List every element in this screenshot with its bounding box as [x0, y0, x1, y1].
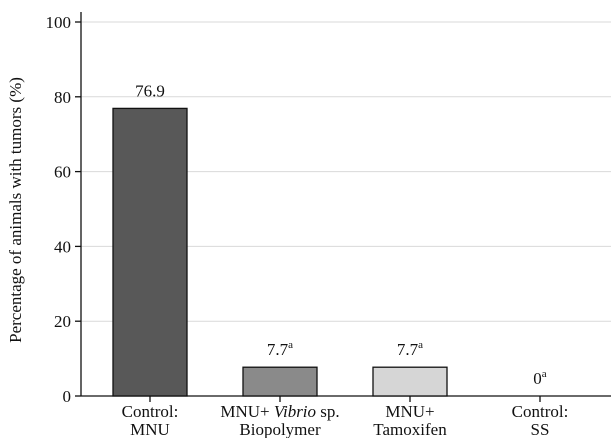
category-label: MNU [130, 420, 170, 438]
category-label: MNU+ [385, 402, 434, 421]
y-tick-label: 40 [54, 237, 71, 256]
data-label: 7.7a [397, 339, 423, 359]
data-label: 76.9 [135, 81, 165, 100]
category-label: Control: [122, 402, 179, 421]
bar [242, 366, 318, 397]
data-label-value: 7.7 [397, 340, 419, 359]
data-label: 0a [533, 368, 547, 388]
y-tick-label: 0 [63, 387, 72, 406]
data-label-superscript: a [542, 368, 547, 380]
data-label-superscript: a [288, 339, 293, 351]
category-label: Tamoxifen [373, 420, 447, 438]
category-label: SS [531, 420, 550, 438]
y-axis: 0 20 40 60 80 100 [46, 12, 82, 406]
category-label: Control: [512, 402, 569, 421]
data-label-superscript: a [418, 339, 423, 351]
category-label: Biopolymer [239, 420, 321, 438]
category-label: MNU+ Vibrio sp. [220, 402, 339, 421]
bar [372, 366, 448, 397]
data-label-value: 76.9 [135, 81, 165, 100]
bar [112, 107, 188, 397]
data-label: 7.7a [267, 339, 293, 359]
y-tick-label: 20 [54, 312, 71, 331]
data-label-value: 7.7 [267, 340, 289, 359]
y-tick-label: 100 [46, 13, 72, 32]
y-tick-label: 80 [54, 88, 71, 107]
y-tick-label: 60 [54, 163, 71, 182]
y-axis-label: Percentage of animals with tumors (%) [6, 77, 25, 343]
bars [112, 107, 448, 397]
data-label-value: 0 [533, 369, 542, 388]
